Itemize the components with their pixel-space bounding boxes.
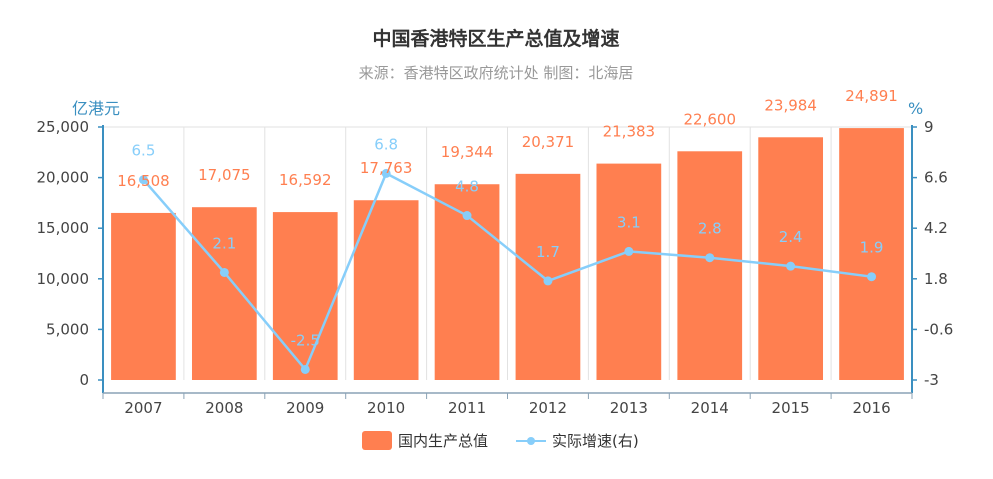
bar-value-label: 21,383 <box>603 123 656 141</box>
bar-value-label: 22,600 <box>684 110 737 128</box>
growth-point <box>381 168 391 178</box>
y-left-tick-label: 15,000 <box>37 219 90 237</box>
x-tick-label: 2008 <box>205 399 243 417</box>
y-left-tick-label: 20,000 <box>37 169 90 187</box>
legend[interactable]: 国内生产总值 实际增速(右) <box>362 431 639 450</box>
growth-point <box>867 272 877 282</box>
growth-point <box>543 276 553 286</box>
y-right-tick-label: 1.8 <box>924 270 948 288</box>
x-tick-label: 2009 <box>286 399 324 417</box>
bar <box>839 128 904 380</box>
chart-subtitle: 来源：香港特区政府统计处 制图：北海居 <box>359 64 634 82</box>
y-right-tick-label: -3 <box>924 371 939 389</box>
bar-value-label: 16,508 <box>117 172 170 190</box>
bars-layer <box>111 128 904 380</box>
y-left-tick-label: 10,000 <box>37 270 90 288</box>
y-left-tick-label: 25,000 <box>37 118 90 136</box>
bar-value-label: 17,763 <box>360 159 413 177</box>
legend-bar-swatch <box>362 431 392 450</box>
growth-value-label: 1.9 <box>860 239 884 257</box>
bar <box>677 151 743 380</box>
bar-value-label: 23,984 <box>764 96 817 114</box>
x-tick-label: 2015 <box>772 399 810 417</box>
growth-value-label: 2.4 <box>779 228 803 246</box>
bar-value-label: 16,592 <box>279 171 332 189</box>
x-tick-label: 2012 <box>529 399 567 417</box>
growth-point <box>705 253 715 263</box>
legend-line-marker <box>527 437 535 445</box>
bar-value-label: 24,891 <box>845 87 898 105</box>
growth-value-label: 6.8 <box>374 135 398 153</box>
legend-line-label: 实际增速(右) <box>552 432 639 450</box>
growth-value-label: -2.5 <box>291 331 320 349</box>
x-tick-label: 2013 <box>610 399 648 417</box>
bar <box>272 212 338 380</box>
growth-point <box>462 211 472 221</box>
y-right-tick-label: 4.2 <box>924 219 948 237</box>
bar <box>596 163 662 380</box>
legend-bar-label: 国内生产总值 <box>398 432 488 450</box>
growth-point <box>300 364 310 374</box>
growth-point <box>624 246 634 256</box>
bar <box>191 207 257 380</box>
x-tick-label: 2016 <box>852 399 890 417</box>
growth-value-label: 3.1 <box>617 213 641 231</box>
x-tick-label: 2011 <box>448 399 486 417</box>
growth-value-label: 2.1 <box>212 234 236 252</box>
x-tick-label: 2010 <box>367 399 405 417</box>
bar <box>111 212 176 380</box>
y-right-axis-title: % <box>908 99 923 118</box>
y-right-tick-label: -0.6 <box>924 320 953 338</box>
y-right-tick-label: 9 <box>924 118 934 136</box>
growth-point <box>219 267 229 277</box>
labels-layer: 16,508 17,075 16,592 17,763 19,344 20,371 21,3… <box>117 87 898 349</box>
growth-value-label: 4.8 <box>455 178 479 196</box>
growth-line <box>142 172 872 371</box>
growth-value-label: 2.8 <box>698 220 722 238</box>
y-left-tick-label: 0 <box>79 371 89 389</box>
bar-value-label: 20,371 <box>522 133 575 151</box>
y-left-axis-title: 亿港元 <box>72 99 120 118</box>
bar <box>758 137 824 380</box>
growth-value-label: 1.7 <box>536 243 560 261</box>
bar <box>353 200 419 380</box>
axes-layer: 0 5,000 10,000 15,000 20,000 25,000 -3 -0.6 1.8 4… <box>37 118 954 417</box>
y-left-tick-label: 5,000 <box>46 320 89 338</box>
growth-point <box>786 261 796 271</box>
y-right-tick-label: 6.6 <box>924 169 948 187</box>
x-tick-label: 2007 <box>124 399 162 417</box>
x-tick-label: 2014 <box>691 399 729 417</box>
bar-value-label: 19,344 <box>441 143 494 161</box>
line-layer <box>138 168 877 374</box>
growth-value-label: 6.5 <box>132 142 156 160</box>
growth-point <box>138 175 148 185</box>
bar-value-label: 17,075 <box>198 166 251 184</box>
chart-title: 中国香港特区生产总值及增速 <box>372 27 619 50</box>
